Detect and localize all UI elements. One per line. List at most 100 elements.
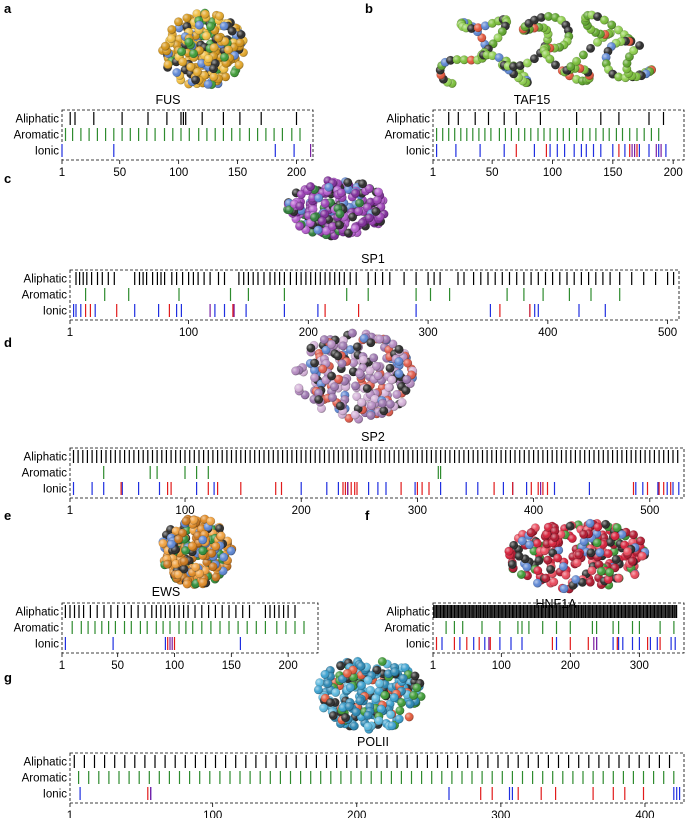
bead-shading: [473, 23, 483, 32]
bead-shading: [600, 15, 609, 25]
bead-shading: [635, 41, 644, 50]
bead-shading: [344, 185, 353, 194]
bead-shading: [357, 398, 366, 407]
bead-shading: [310, 358, 319, 368]
bead-shading: [459, 55, 469, 65]
bead-shading: [328, 222, 337, 231]
axis-tick-label: 100: [175, 505, 194, 517]
axis-tick-label: 400: [524, 505, 543, 517]
bead-shading: [211, 542, 221, 551]
bead-shading: [200, 9, 210, 19]
panel-g-letter: g: [4, 670, 12, 685]
bead-shading: [211, 572, 221, 582]
panel-c-label-aromatic: Aromatic: [22, 290, 68, 302]
bead-shading: [594, 560, 604, 569]
panel-g: g POLII Aliphatic Aromatic Ionic 1 100 200 300 40…: [4, 656, 685, 818]
bead-shading: [593, 12, 602, 21]
bead-shading: [385, 363, 395, 373]
bead-shading: [604, 575, 613, 584]
bead-shading: [494, 53, 504, 62]
bead-shading: [179, 557, 189, 566]
bead-shading: [161, 41, 170, 51]
bead-shading: [306, 182, 315, 191]
bead-shading: [363, 676, 373, 685]
bead-shading: [344, 702, 354, 711]
panel-f-letter: f: [365, 508, 370, 523]
bead-shading: [579, 537, 589, 546]
bead-shading: [586, 577, 595, 587]
bead-shading: [395, 706, 405, 715]
bead-shading: [384, 383, 394, 392]
bead-shading: [493, 33, 503, 43]
axis-tick-label: 1: [67, 327, 73, 339]
bead-shading: [295, 221, 304, 231]
bead-shading: [529, 546, 539, 556]
panel-f-track-frame: [432, 602, 685, 654]
panel-d-protein-name: SP2: [361, 430, 385, 444]
bead-shading: [514, 551, 524, 561]
bead-shading: [356, 661, 366, 671]
bead-shading: [328, 393, 337, 402]
bead-shading: [386, 399, 395, 409]
bead-shading: [467, 55, 476, 65]
sp2-structure-image: [291, 328, 418, 424]
bead-shading: [310, 373, 319, 383]
axis-tick-label: 1: [67, 505, 73, 517]
panel-e-label-aromatic: Aromatic: [14, 623, 60, 635]
panel-a-label-aromatic: Aromatic: [14, 130, 60, 142]
bead-shading: [171, 559, 181, 569]
bead-shading: [525, 540, 534, 549]
panel-d-track-frame: [69, 447, 685, 499]
panel-b-label-ionic: Ionic: [406, 146, 431, 158]
bead-shading: [620, 540, 629, 550]
bead-shading: [313, 225, 323, 235]
bead-shading: [206, 516, 215, 526]
bead-shading: [544, 12, 553, 21]
bead-shading: [363, 711, 373, 720]
bead-shading: [508, 560, 517, 569]
axis-tick-label: 200: [292, 505, 311, 517]
bead-shading: [181, 516, 191, 526]
bead-shading: [614, 25, 623, 35]
bead-shading: [579, 50, 588, 60]
bead-shading: [320, 335, 329, 344]
bead-shading: [177, 47, 186, 56]
axis-tick-label: 50: [113, 167, 126, 179]
bead-shading: [572, 57, 581, 66]
panel-c-letter: c: [4, 171, 11, 186]
bead-shading: [366, 686, 375, 695]
bead-shading: [355, 369, 365, 379]
panel-b-label-aromatic: Aromatic: [385, 130, 431, 142]
bead-shading: [208, 562, 218, 571]
bead-shading: [224, 45, 233, 55]
bead-shading: [559, 562, 568, 571]
bead-shading: [204, 54, 213, 63]
bead-shading: [400, 663, 410, 672]
bead-shading: [390, 667, 400, 677]
bead-shading: [370, 394, 380, 404]
axis-tick-label: 200: [279, 660, 298, 672]
bead-shading: [571, 575, 581, 584]
panel-e-letter: e: [4, 508, 11, 523]
bead-shading: [295, 201, 305, 211]
bead-shading: [601, 520, 610, 529]
bead-shading: [355, 696, 365, 706]
bead-shading: [166, 34, 176, 43]
bead-shading: [191, 562, 200, 572]
axis-tick-label: 1: [430, 167, 436, 179]
bead-shading: [343, 178, 353, 187]
bead-shading: [614, 72, 623, 82]
bead-shading: [317, 404, 326, 413]
panel-d-label-aromatic: Aromatic: [22, 468, 68, 480]
bead-shading: [351, 707, 361, 717]
bead-shading: [401, 386, 411, 395]
bead-shading: [543, 555, 553, 565]
bead-shading: [509, 541, 518, 550]
bead-shading: [488, 51, 497, 60]
bead-shading: [378, 657, 387, 666]
bead-shading: [572, 558, 582, 568]
axis-tick-label: 300: [408, 505, 427, 517]
bead-shading: [209, 43, 219, 52]
bead-shading: [163, 60, 173, 69]
axis-tick-label: 400: [538, 327, 557, 339]
